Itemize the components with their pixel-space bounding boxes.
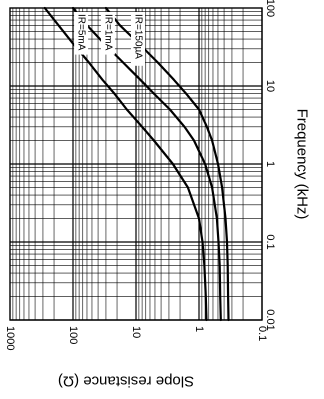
y-tick-labels: 1000 100 10 1 0.1 [4, 326, 268, 350]
series-label-bg-3 [74, 12, 89, 55]
series-label-2: IR=1mA [102, 14, 113, 51]
series-labels: IR=150µA IR=1mA IR=5mA [74, 12, 145, 66]
series-label-1: IR=150µA [133, 14, 144, 59]
series-label-bg-1 [131, 12, 145, 66]
x-tick-label: 100 [264, 0, 276, 17]
x-tick-label: 0.01 [264, 309, 276, 330]
y-tick-label: 1000 [4, 326, 16, 350]
plot-frame [9, 7, 263, 321]
y-tick-label: 100 [67, 326, 79, 344]
series-label-bg-2 [100, 12, 115, 55]
series-label-3: IR=5mA [76, 14, 87, 51]
y-tick-label: 0.1 [256, 326, 268, 341]
x-axis-label: Frequency (kHz) [294, 109, 311, 220]
y-tick-label: 1 [193, 326, 205, 332]
x-tick-labels: 0.01 0.1 1 10 100 [264, 0, 276, 331]
x-tick-label: 10 [264, 80, 276, 92]
y-axis-label: Slope resistance (Ω) [58, 373, 194, 390]
x-tick-label: 1 [264, 161, 276, 167]
x-tick-label: 0.1 [264, 234, 276, 249]
series-curve-3 [104, 6, 230, 322]
y-tick-label: 10 [130, 326, 142, 338]
